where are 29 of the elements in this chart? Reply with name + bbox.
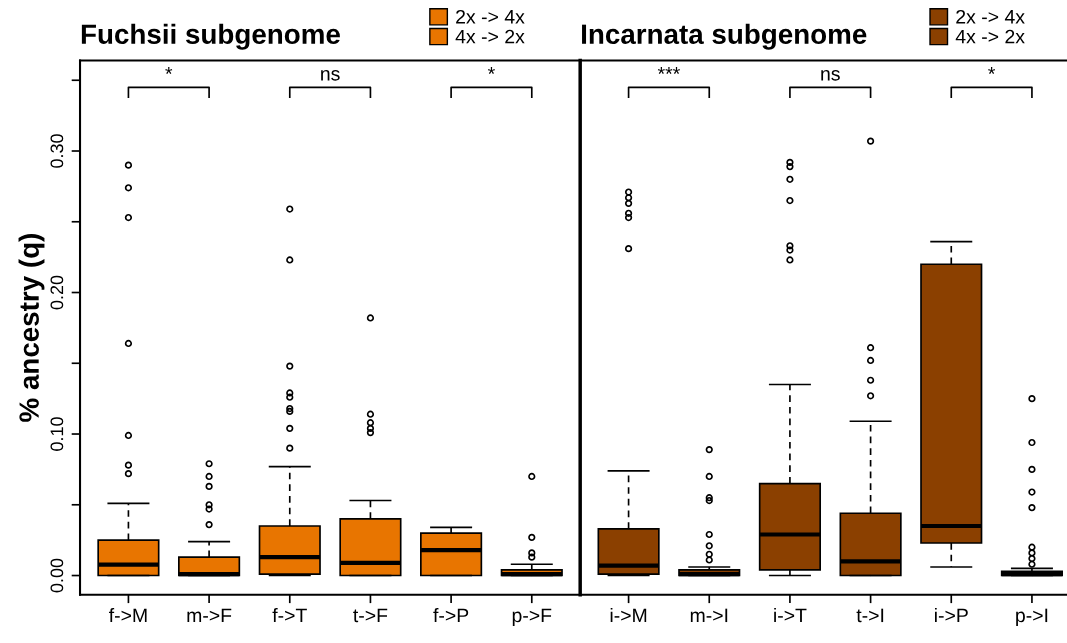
x-tick-label: i->P — [935, 607, 968, 623]
x-tick-label: f->T — [272, 607, 307, 623]
y-tick-label: 0.20 — [50, 275, 64, 310]
chart-title: Incarnata subgenome — [582, 23, 867, 50]
y-axis-title: % ancestry (q) — [18, 234, 45, 422]
x-tick-label: m->F — [187, 608, 232, 623]
annotation: * — [988, 67, 996, 74]
chart-title: Fuchsii subgenome — [81, 23, 340, 50]
x-tick-label: t->I — [856, 608, 884, 623]
legend-label: 4x -> 2x — [455, 29, 525, 44]
annotation: ns — [821, 70, 840, 81]
y-tick-label: 0.30 — [50, 134, 64, 168]
annotation: * — [487, 67, 495, 74]
y-tick-label: 0.00 — [50, 558, 64, 593]
x-tick-label: t->F — [353, 608, 388, 623]
x-tick-label: i->M — [610, 607, 647, 623]
legend-label: 2x -> 4x — [456, 9, 525, 24]
y-tick-label: 0.10 — [50, 417, 64, 451]
annotation: * — [165, 67, 173, 74]
legend-label: 4x -> 2x — [955, 29, 1025, 44]
x-tick-label: p->I — [1016, 608, 1048, 627]
x-tick-label: f->P — [433, 607, 469, 623]
x-tick-label: p->F — [512, 608, 552, 627]
legend-label: 2x -> 4x — [956, 9, 1025, 24]
x-tick-label: f->M — [108, 607, 147, 623]
x-tick-label: m->I — [690, 608, 728, 623]
annotation: ns — [321, 70, 340, 81]
x-tick-label: i->T — [774, 607, 807, 623]
annotation: *** — [657, 67, 680, 74]
